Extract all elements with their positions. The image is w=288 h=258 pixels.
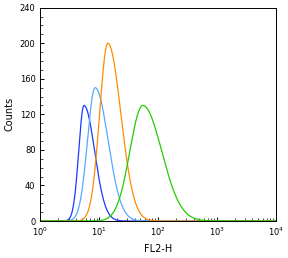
Y-axis label: Counts: Counts	[4, 97, 14, 131]
X-axis label: FL2-H: FL2-H	[144, 244, 172, 254]
